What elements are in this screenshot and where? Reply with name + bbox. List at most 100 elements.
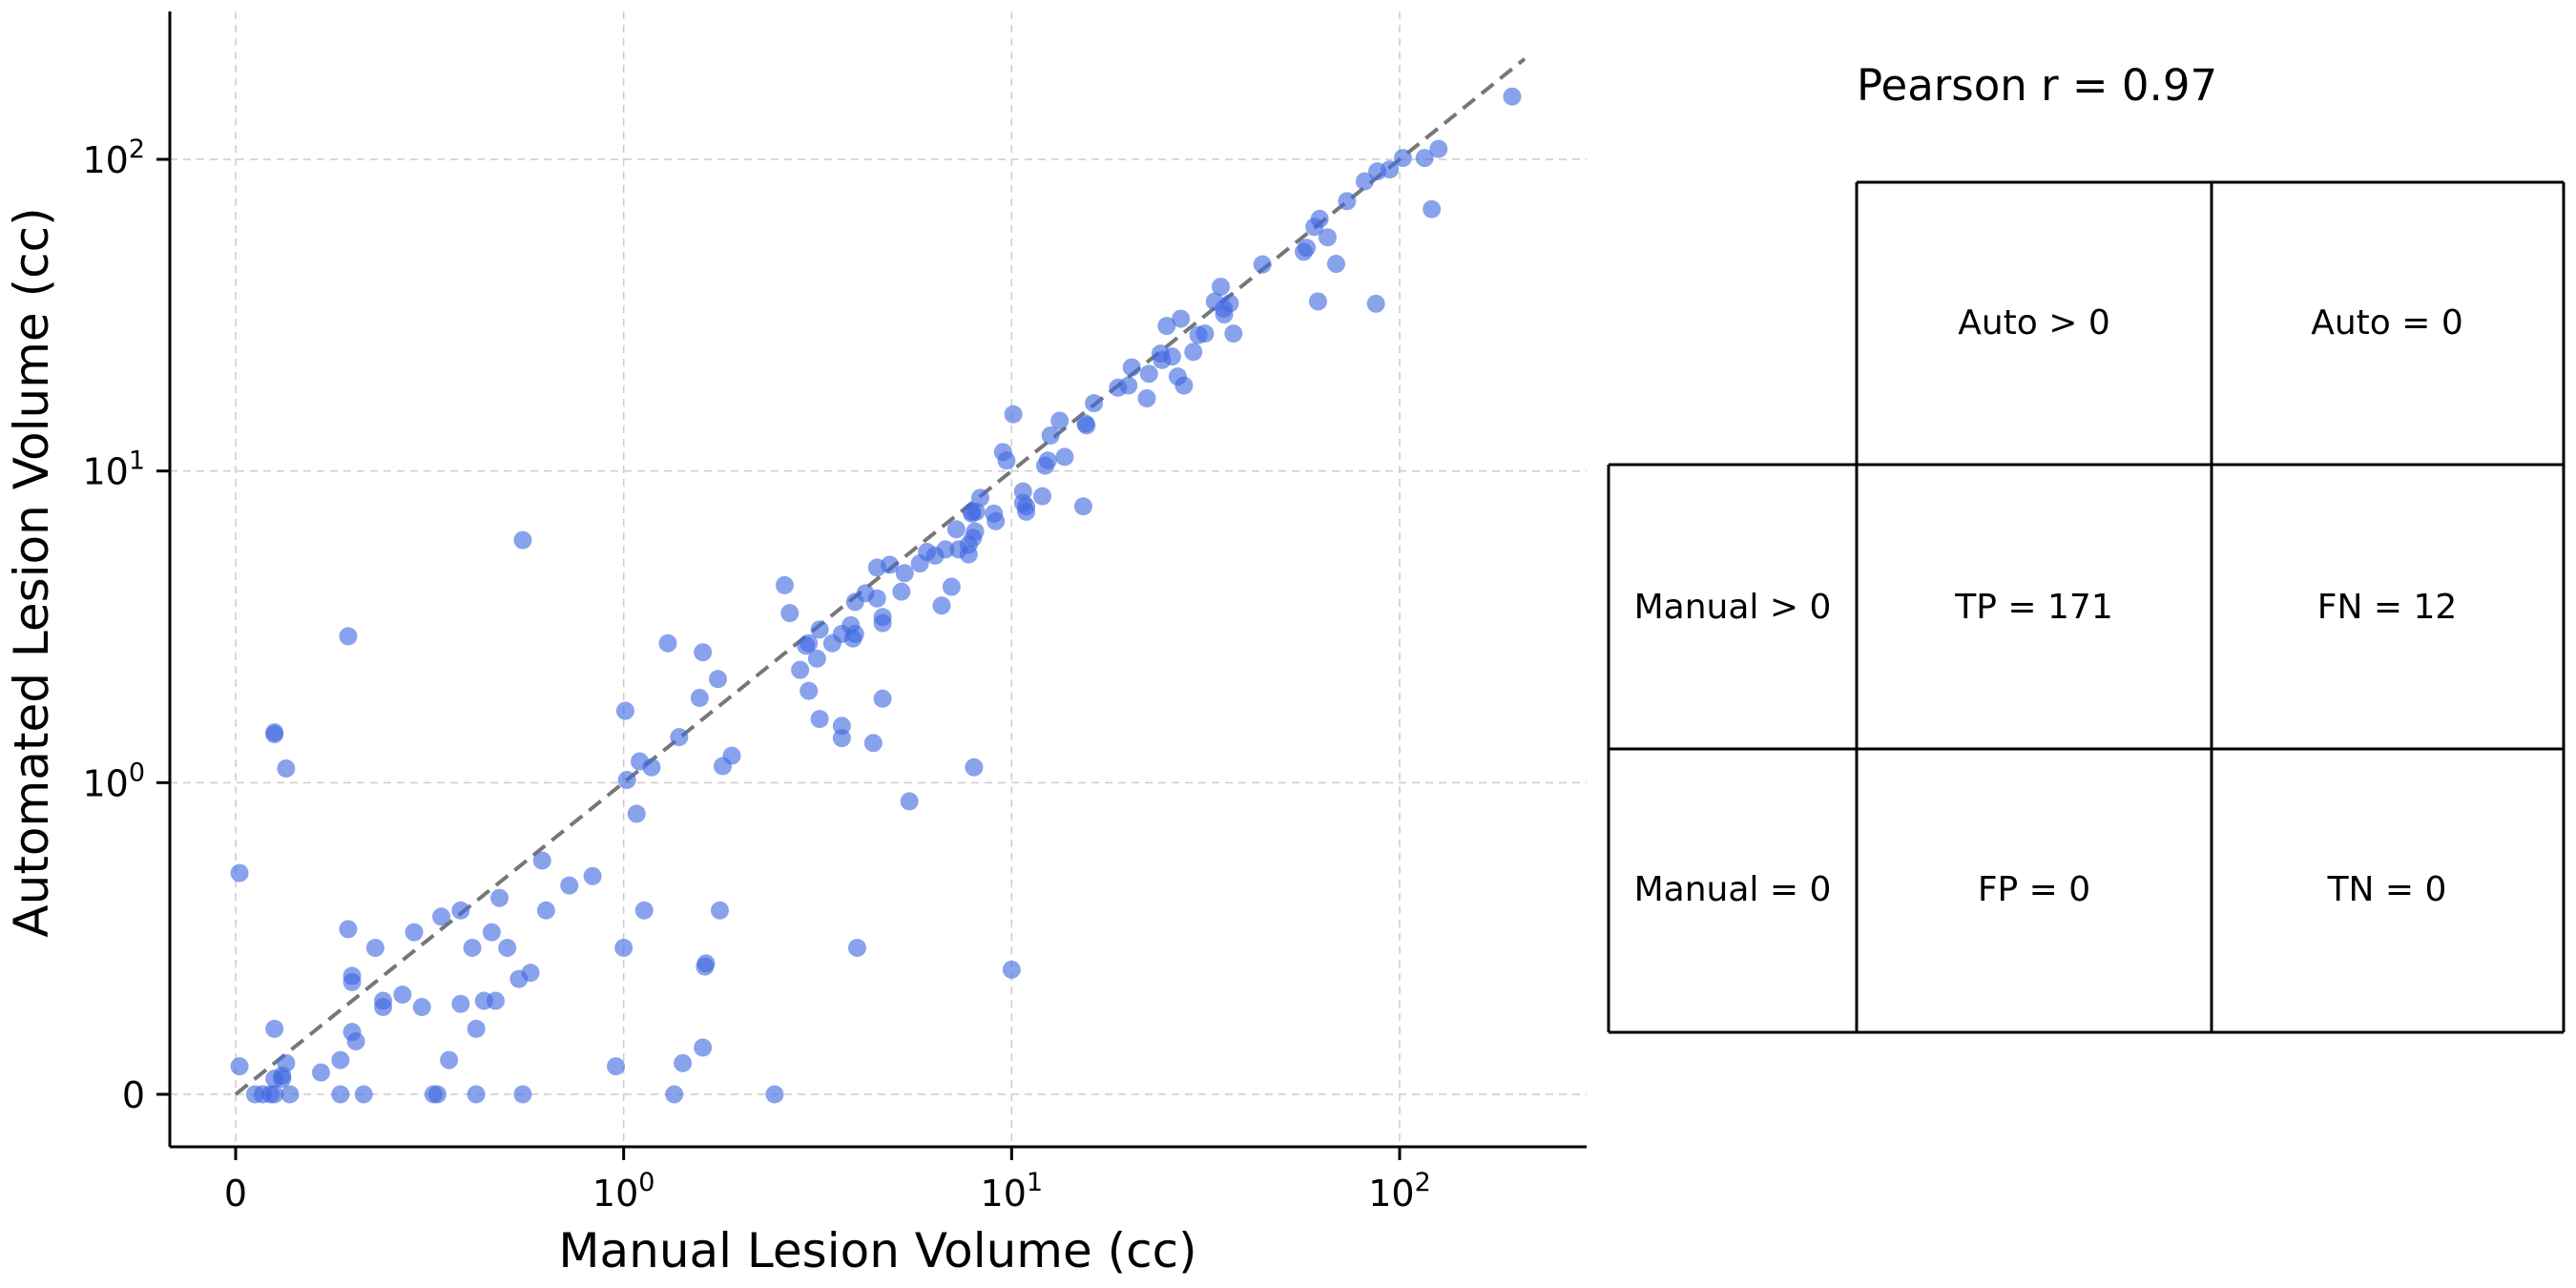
data-point bbox=[521, 964, 540, 983]
data-point bbox=[970, 488, 989, 508]
data-point bbox=[1415, 149, 1434, 168]
data-point bbox=[1195, 324, 1215, 343]
data-point bbox=[615, 701, 634, 720]
data-point bbox=[936, 540, 955, 559]
data-point bbox=[614, 938, 634, 957]
data-point bbox=[895, 564, 914, 583]
data-point bbox=[1050, 411, 1070, 430]
data-point bbox=[946, 520, 966, 539]
data-point bbox=[451, 994, 470, 1013]
grid-lines bbox=[170, 11, 1587, 1147]
data-point bbox=[617, 771, 636, 790]
identity-line bbox=[234, 57, 1527, 1096]
data-point bbox=[1137, 389, 1156, 408]
data-point bbox=[1393, 149, 1412, 168]
data-point bbox=[634, 901, 654, 920]
x-axis-title: Manual Lesion Volume (cc) bbox=[558, 1223, 1196, 1278]
data-point bbox=[1338, 192, 1357, 211]
data-point bbox=[1423, 199, 1442, 218]
data-point bbox=[900, 792, 919, 811]
x-tick-label: 102 bbox=[1368, 1168, 1431, 1215]
data-point bbox=[709, 670, 728, 689]
data-point bbox=[374, 998, 393, 1017]
data-point bbox=[1077, 416, 1096, 435]
axes bbox=[168, 11, 1587, 1149]
data-point bbox=[694, 643, 713, 662]
data-point bbox=[1326, 255, 1345, 274]
data-point bbox=[230, 1057, 249, 1076]
data-point bbox=[873, 608, 892, 627]
data-point bbox=[832, 729, 851, 748]
data-point bbox=[1429, 139, 1448, 158]
pearson-annotation: Pearson r = 0.97 bbox=[1857, 60, 2217, 111]
data-point bbox=[498, 938, 517, 957]
data-point bbox=[780, 604, 800, 623]
data-point bbox=[607, 1057, 626, 1076]
data-point bbox=[354, 1085, 373, 1104]
data-point bbox=[867, 589, 886, 608]
data-point bbox=[690, 689, 709, 708]
data-point bbox=[674, 1053, 693, 1072]
col-header-auto-zero: Auto = 0 bbox=[2311, 303, 2463, 343]
data-point bbox=[532, 851, 551, 870]
data-point bbox=[965, 758, 984, 777]
data-point bbox=[277, 759, 296, 779]
data-point bbox=[711, 901, 730, 920]
data-point bbox=[1017, 497, 1036, 516]
data-point bbox=[1004, 405, 1023, 424]
data-point bbox=[331, 1050, 350, 1070]
data-point bbox=[863, 734, 883, 753]
data-point bbox=[265, 1019, 284, 1038]
data-point bbox=[1033, 487, 1052, 506]
data-point bbox=[1212, 278, 1231, 297]
data-point bbox=[405, 923, 424, 942]
cell-true-positive: TP = 171 bbox=[1954, 588, 2112, 627]
y-tick-label: 102 bbox=[82, 135, 145, 181]
data-point bbox=[1503, 87, 1522, 106]
data-point bbox=[775, 575, 794, 594]
data-point bbox=[1298, 239, 1317, 258]
data-point bbox=[486, 991, 505, 1010]
data-point bbox=[1002, 960, 1021, 979]
data-point bbox=[892, 582, 911, 601]
data-point bbox=[311, 1063, 330, 1082]
data-point bbox=[800, 634, 819, 653]
data-point bbox=[339, 920, 358, 939]
y-axis-title: Automated Lesion Volume (cc) bbox=[4, 207, 59, 937]
data-point bbox=[1224, 324, 1243, 343]
data-point bbox=[513, 1085, 532, 1104]
table-grid bbox=[1607, 180, 2566, 1034]
data-point bbox=[810, 710, 829, 729]
data-point bbox=[339, 627, 358, 646]
data-point bbox=[665, 1085, 684, 1104]
data-point bbox=[482, 923, 501, 942]
data-point bbox=[451, 901, 470, 920]
data-point bbox=[583, 866, 602, 885]
data-point bbox=[845, 624, 864, 643]
y-tick-label: 0 bbox=[122, 1074, 145, 1116]
data-point bbox=[658, 634, 677, 653]
data-point bbox=[365, 938, 384, 957]
data-point bbox=[1381, 160, 1400, 179]
data-point bbox=[987, 511, 1006, 530]
data-point bbox=[463, 938, 482, 957]
y-tick-label: 100 bbox=[82, 758, 145, 804]
y-tick-label: 101 bbox=[82, 447, 145, 493]
data-point bbox=[1253, 255, 1272, 274]
data-point bbox=[1139, 364, 1158, 384]
data-point bbox=[1038, 451, 1057, 470]
cell-false-positive: FP = 0 bbox=[1978, 870, 2090, 909]
data-point bbox=[800, 681, 819, 700]
data-point bbox=[1073, 497, 1092, 516]
data-point bbox=[694, 1038, 713, 1057]
data-point bbox=[810, 620, 829, 639]
data-point bbox=[1041, 426, 1060, 445]
x-tick-label: 0 bbox=[224, 1173, 247, 1215]
data-point bbox=[1310, 209, 1329, 228]
data-point bbox=[848, 938, 867, 957]
data-point bbox=[273, 1070, 292, 1089]
data-point bbox=[873, 689, 892, 708]
data-point bbox=[1157, 317, 1176, 336]
data-point bbox=[230, 863, 249, 883]
